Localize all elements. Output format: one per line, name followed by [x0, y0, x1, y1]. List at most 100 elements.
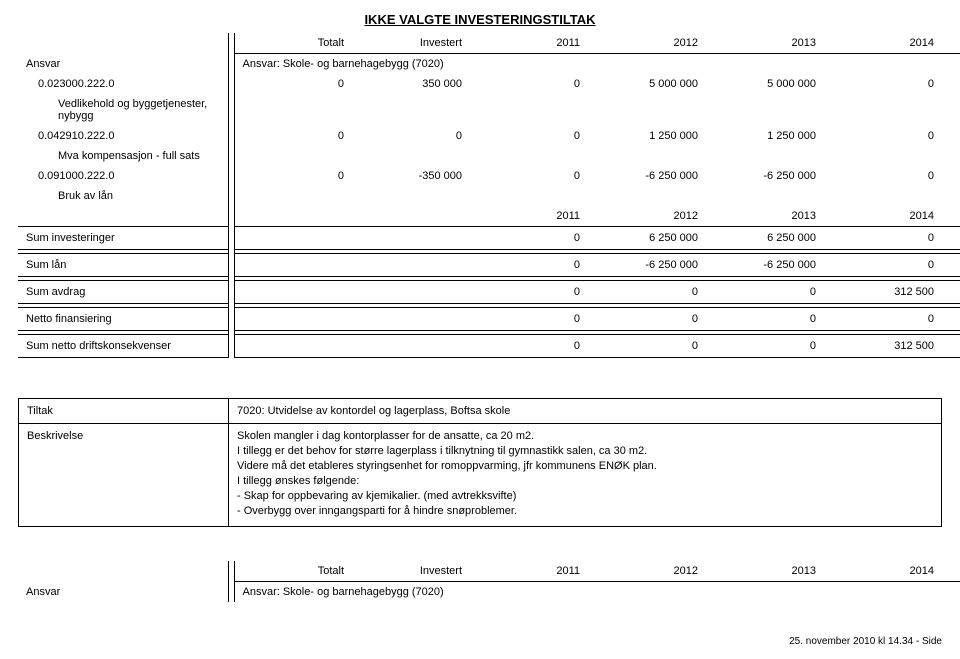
- cell: 12 500 000: [942, 227, 960, 250]
- beskrivelse-line: Videre må det etableres styringsenhet fo…: [237, 460, 933, 472]
- tiltak-label: Tiltak: [19, 399, 229, 424]
- page-footer: 25. november 2010 kl 14.34 - Side: [18, 636, 942, 647]
- cell: 0: [352, 126, 470, 146]
- col-gjenstaende: Gjenstående: [942, 33, 960, 54]
- beskrivelse-line: - Skap for oppbevaring av kjemikalier. (…: [237, 490, 933, 502]
- cell: 1 250 000: [588, 126, 706, 146]
- cell: 0: [234, 74, 352, 94]
- cell: 0: [824, 126, 942, 146]
- cell: 312 500: [824, 281, 942, 304]
- beskrivelse-line: I tillegg ønskes følgende:: [237, 475, 933, 487]
- cell: 0: [470, 227, 588, 250]
- row-code: 0.023000.222.0: [18, 74, 228, 94]
- sum-label: Netto finansiering: [18, 308, 228, 331]
- sum-row: Sum investeringer 0 6 250 000 6 250 000 …: [18, 227, 960, 250]
- sum-label: Sum netto driftskonsekvenser: [18, 335, 228, 358]
- ansvar-label: Ansvar: [18, 54, 228, 75]
- table-row-sub: Bruk av lån: [18, 186, 960, 206]
- row-code: 0.091000.222.0: [18, 166, 228, 186]
- row-sub: Vedlikehold og byggetjenester, nybygg: [18, 94, 228, 126]
- cell: 0: [824, 74, 942, 94]
- cell: 0: [470, 335, 588, 358]
- col-totalt: Totalt: [234, 33, 352, 54]
- page-title: IKKE VALGTE INVESTERINGSTILTAK: [18, 12, 942, 27]
- cell: 0: [470, 126, 588, 146]
- ansvar-label: Ansvar: [18, 582, 228, 603]
- ansvar-value: Ansvar: Skole- og barnehagebygg (7020): [234, 582, 960, 603]
- column-header-row: Totalt Investert 2011 2012 2013 2014 Gje…: [18, 33, 960, 54]
- cell: 0: [824, 166, 942, 186]
- bottom-table: Totalt Investert 2011 2012 2013 2014 Gje…: [18, 561, 960, 602]
- table-row: 0.023000.222.0 0 350 000 0 5 000 000 5 0…: [18, 74, 960, 94]
- beskrivelse-row: Beskrivelse Skolen mangler i dag kontorp…: [19, 424, 942, 527]
- beskrivelse-content: Skolen mangler i dag kontorplasser for d…: [229, 424, 942, 527]
- cell: 312 500: [942, 335, 960, 358]
- sum-row: Netto finansiering 0 0 0 0 0: [18, 308, 960, 331]
- cell: 312 500: [942, 281, 960, 304]
- sub-2012: 2012: [588, 206, 706, 227]
- cell: 0: [470, 308, 588, 331]
- col-gjenstaende: Gjenstående: [942, 561, 960, 582]
- cell: 0: [706, 335, 824, 358]
- cell: 6 250 000: [706, 227, 824, 250]
- tiltak-row: Tiltak 7020: Utvidelse av kontordel og l…: [19, 399, 942, 424]
- cell: 0: [234, 166, 352, 186]
- row-sub: Mva kompensasjon - full sats: [18, 146, 228, 166]
- cell: 1 250 000: [706, 126, 824, 146]
- cell: -12 500 000: [942, 254, 960, 277]
- column-header-row: Totalt Investert 2011 2012 2013 2014 Gje…: [18, 561, 960, 582]
- tiltak-value: 7020: Utvidelse av kontordel og lagerpla…: [229, 399, 942, 424]
- table-row-sub: Mva kompensasjon - full sats: [18, 146, 960, 166]
- cell: 0: [706, 281, 824, 304]
- cell: 6 250 000: [588, 227, 706, 250]
- col-2014: 2014: [824, 33, 942, 54]
- cell: 0: [706, 308, 824, 331]
- sub-2011: 2011: [470, 206, 588, 227]
- sub-2014: 2014: [824, 206, 942, 227]
- cell: 0: [470, 74, 588, 94]
- sum-row: Sum lån 0 -6 250 000 -6 250 000 0 -12 50…: [18, 254, 960, 277]
- sum-label: Sum investeringer: [18, 227, 228, 250]
- cell: 0: [942, 74, 960, 94]
- sub-2013: 2013: [706, 206, 824, 227]
- cell: 0: [470, 254, 588, 277]
- ansvar-row: Ansvar Ansvar: Skole- og barnehagebygg (…: [18, 582, 960, 603]
- beskrivelse-line: I tillegg er det behov for større lagerp…: [237, 445, 933, 457]
- cell: 5 000 000: [706, 74, 824, 94]
- col-2011: 2011: [470, 33, 588, 54]
- sum-header-row: 2011 2012 2013 2014 Totalt: [18, 206, 960, 227]
- cell: 0: [588, 281, 706, 304]
- col-investert: Investert: [352, 33, 470, 54]
- table-row: 0.042910.222.0 0 0 0 1 250 000 1 250 000…: [18, 126, 960, 146]
- main-table: Totalt Investert 2011 2012 2013 2014 Gje…: [18, 33, 960, 358]
- col-2013: 2013: [706, 561, 824, 582]
- cell: 5 000 000: [588, 74, 706, 94]
- table-row-sub: Vedlikehold og byggetjenester, nybygg: [18, 94, 960, 126]
- cell: 0: [824, 308, 942, 331]
- ansvar-row: Ansvar Ansvar: Skole- og barnehagebygg (…: [18, 54, 960, 75]
- row-code: 0.042910.222.0: [18, 126, 228, 146]
- cell: 0: [470, 166, 588, 186]
- sum-label: Sum avdrag: [18, 281, 228, 304]
- col-2013: 2013: [706, 33, 824, 54]
- sum-label: Sum lån: [18, 254, 228, 277]
- row-sub: Bruk av lån: [18, 186, 228, 206]
- cell: 0: [942, 166, 960, 186]
- cell: 0: [588, 308, 706, 331]
- col-totalt: Totalt: [234, 561, 352, 582]
- cell: -6 250 000: [706, 166, 824, 186]
- beskrivelse-line: - Overbygg over inngangsparti for å hind…: [237, 505, 933, 517]
- cell: 0: [470, 281, 588, 304]
- cell: 0: [234, 126, 352, 146]
- cell: 0: [942, 126, 960, 146]
- cell: 0: [588, 335, 706, 358]
- cell: -6 250 000: [588, 166, 706, 186]
- beskrivelse-label: Beskrivelse: [19, 424, 229, 527]
- cell: 312 500: [824, 335, 942, 358]
- col-2012: 2012: [588, 33, 706, 54]
- col-2012: 2012: [588, 561, 706, 582]
- ansvar-value: Ansvar: Skole- og barnehagebygg (7020): [234, 54, 960, 75]
- cell: -6 250 000: [588, 254, 706, 277]
- sub-totalt: Totalt: [942, 206, 960, 227]
- cell: 0: [824, 227, 942, 250]
